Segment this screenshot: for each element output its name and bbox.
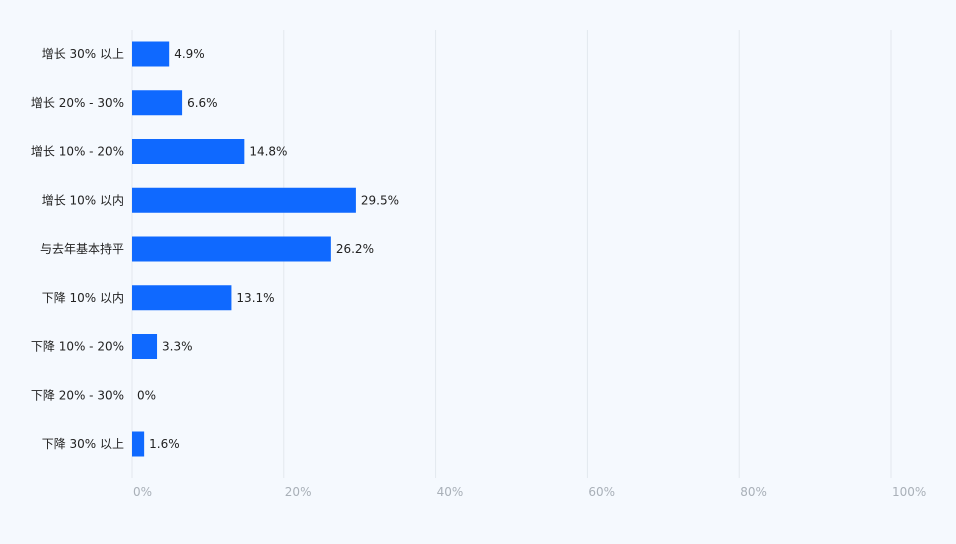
category-label: 与去年基本持平 — [40, 241, 124, 256]
category-label: 下降 10% - 20% — [31, 340, 124, 354]
x-tick-label: 100% — [892, 485, 926, 499]
bar — [132, 139, 245, 164]
value-label: 29.5% — [361, 193, 399, 207]
value-label: 14.8% — [249, 145, 287, 159]
x-tick-label: 80% — [740, 485, 767, 499]
bar — [132, 236, 331, 262]
bar — [132, 41, 170, 67]
bar — [132, 285, 232, 311]
bar — [132, 431, 145, 457]
x-tick-label: 60% — [588, 485, 615, 499]
category-label: 增长 30% 以上 — [42, 47, 124, 61]
category-label: 增长 10% 以内 — [42, 193, 124, 207]
bar — [132, 90, 183, 116]
category-label: 下降 10% 以内 — [42, 291, 124, 305]
category-label: 增长 10% - 20% — [31, 145, 124, 159]
x-tick-label: 20% — [285, 485, 312, 499]
value-label: 0% — [137, 388, 156, 402]
value-label: 1.6% — [149, 437, 180, 451]
value-label: 3.3% — [162, 340, 193, 354]
bar — [132, 334, 158, 359]
value-label: 26.2% — [336, 242, 374, 256]
value-label: 13.1% — [236, 291, 274, 305]
value-label: 6.6% — [187, 96, 218, 110]
value-label: 4.9% — [174, 47, 205, 61]
category-label: 增长 20% - 30% — [31, 96, 124, 110]
bar — [132, 187, 356, 213]
category-label: 下降 30% 以上 — [42, 437, 124, 451]
category-label: 下降 20% - 30% — [31, 388, 124, 402]
x-tick-label: 0% — [133, 485, 152, 499]
x-tick-label: 40% — [437, 485, 464, 499]
